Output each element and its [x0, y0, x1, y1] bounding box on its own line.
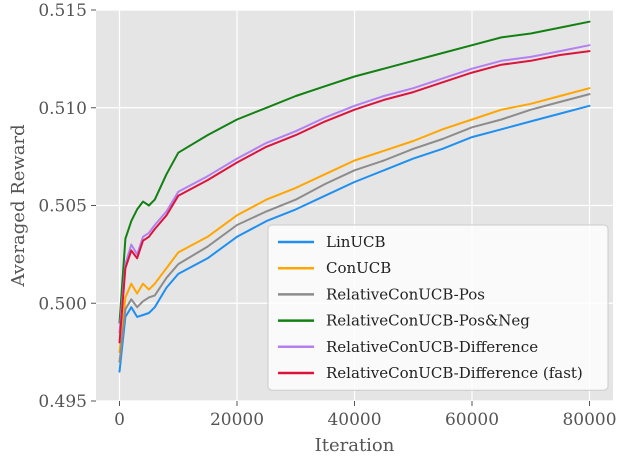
legend-label: RelativeConUCB-Difference (fast) [326, 364, 583, 382]
legend: LinUCB ConUCB RelativeConUCB-Pos RelativeCo… [268, 225, 608, 390]
x-axis-ticks: 0 20000 40000 60000 80000 [114, 401, 616, 430]
legend-label: RelativeConUCB-Pos [326, 285, 485, 303]
x-tick-label: 40000 [327, 410, 381, 430]
y-tick-label: 0.505 [38, 197, 87, 217]
x-tick-label: 20000 [210, 410, 264, 430]
y-axis-ticks: 0.495 0.500 0.505 0.510 0.515 [38, 1, 96, 412]
legend-label: RelativeConUCB-Difference [326, 338, 538, 356]
y-tick-label: 0.495 [38, 392, 87, 412]
x-tick-label: 60000 [445, 410, 499, 430]
y-axis-title: Averaged Reward [8, 124, 29, 287]
legend-label: LinUCB [326, 233, 386, 251]
x-axis-title: Iteration [315, 435, 395, 456]
x-tick-label: 0 [114, 410, 125, 430]
y-tick-label: 0.510 [38, 99, 87, 119]
legend-label: RelativeConUCB-Pos&Neg [326, 312, 530, 330]
y-tick-label: 0.515 [38, 1, 87, 21]
x-tick-label: 80000 [562, 410, 616, 430]
y-tick-label: 0.500 [38, 294, 87, 314]
legend-label: ConUCB [326, 259, 391, 277]
